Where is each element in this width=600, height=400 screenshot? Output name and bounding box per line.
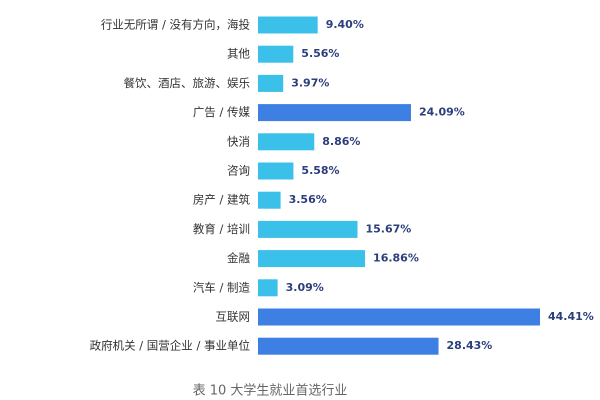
category-label: 咨询 [227, 164, 250, 178]
bar [258, 220, 358, 238]
category-label: 快消 [227, 134, 250, 148]
category-label: 汽车 / 制造 [193, 280, 251, 294]
category-label: 互联网 [216, 310, 251, 324]
value-label: 3.56% [289, 193, 327, 206]
value-label: 44.41% [548, 310, 594, 323]
value-label: 9.40% [326, 18, 364, 31]
category-label: 行业无所谓 / 没有方向，海投 [101, 18, 251, 32]
category-label: 教育 / 培训 [193, 222, 250, 236]
bar [258, 16, 318, 34]
bar [258, 337, 439, 355]
bar [258, 133, 315, 151]
bar [258, 191, 281, 209]
category-label: 餐饮、酒店、旅游、娱乐 [124, 76, 251, 90]
bar [258, 279, 278, 297]
value-label: 8.86% [322, 135, 360, 148]
category-label: 其他 [227, 47, 250, 61]
value-label: 3.09% [286, 281, 324, 294]
value-label: 16.86% [373, 252, 419, 265]
category-label: 广告 / 传媒 [193, 105, 251, 119]
category-label: 政府机关 / 国营企业 / 事业单位 [90, 339, 250, 353]
bar [258, 104, 411, 122]
category-label: 金融 [227, 251, 250, 265]
value-label: 5.58% [301, 164, 339, 177]
value-label: 3.97% [291, 76, 329, 89]
bar [258, 308, 541, 326]
caption: 表 10 大学生就业首选行业 [193, 383, 348, 399]
value-label: 5.56% [301, 47, 339, 60]
bar [258, 74, 284, 92]
value-label: 24.09% [419, 106, 465, 119]
bar [258, 162, 294, 180]
bar [258, 250, 366, 268]
value-label: 15.67% [366, 222, 412, 235]
value-label: 28.43% [447, 339, 493, 352]
bar [258, 45, 294, 63]
category-label: 房产 / 建筑 [193, 193, 251, 207]
